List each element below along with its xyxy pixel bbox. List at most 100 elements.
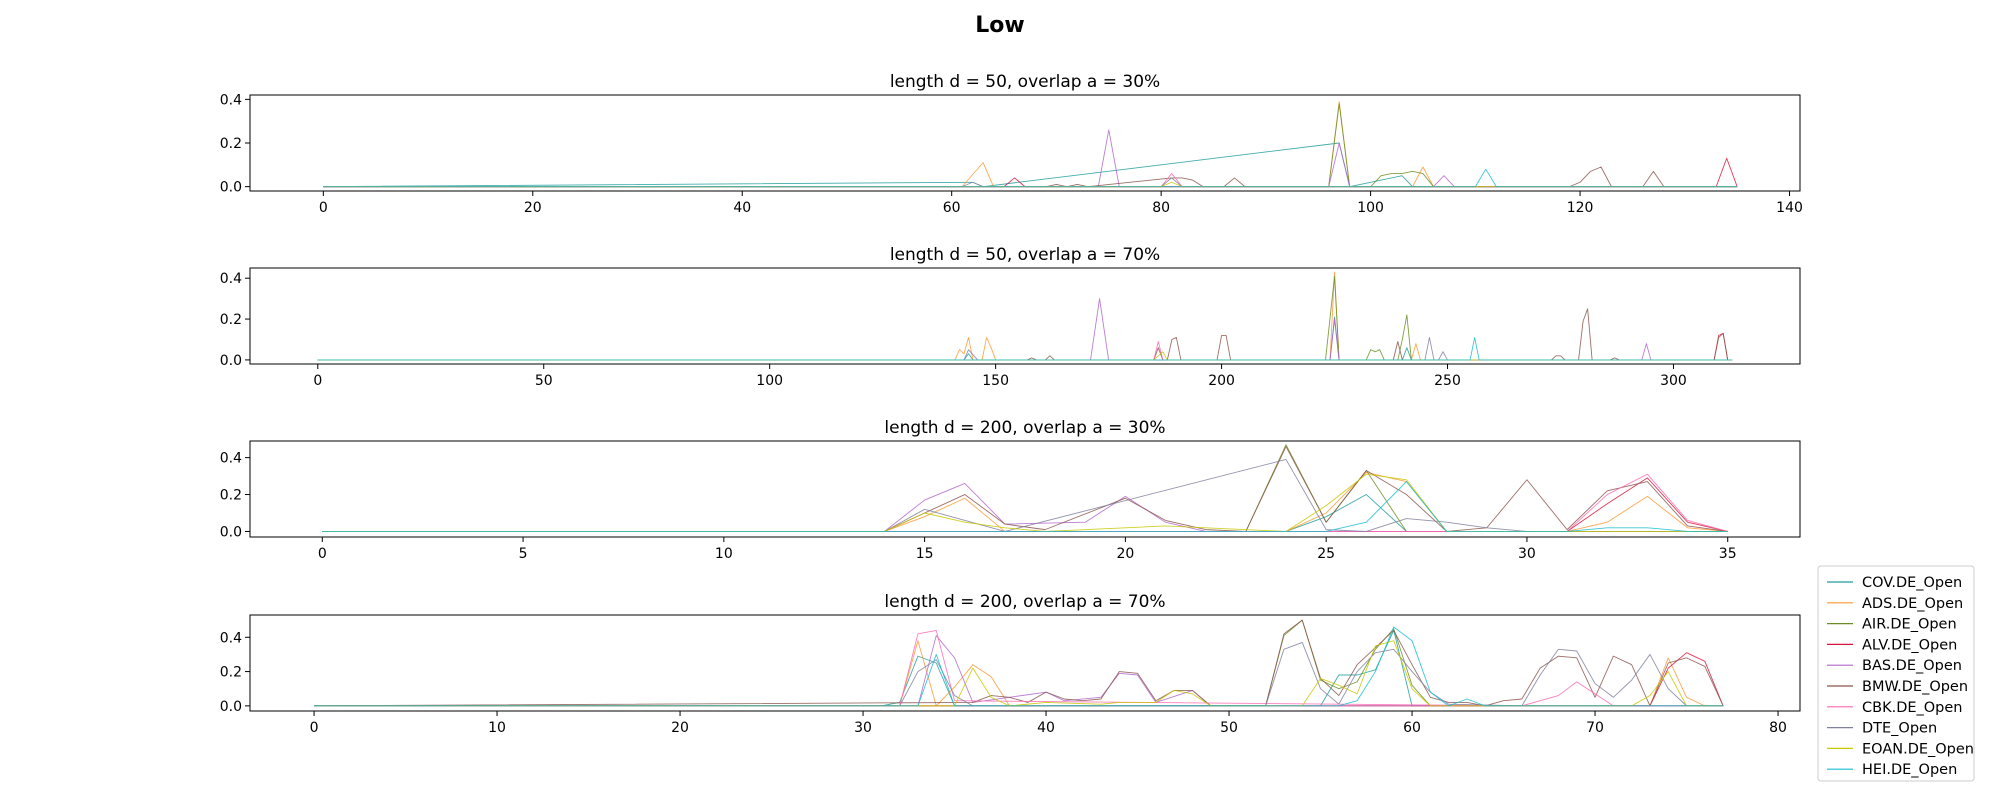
legend-label: DTE_Open bbox=[1862, 721, 1937, 737]
series-group bbox=[317, 271, 1733, 361]
y-tick-label: 0.0 bbox=[220, 699, 242, 715]
y-tick-label: 0.2 bbox=[220, 136, 242, 152]
x-tick-label: 60 bbox=[1403, 720, 1421, 736]
y-tick-label: 0.4 bbox=[220, 92, 242, 108]
y-tick-label: 0.2 bbox=[220, 488, 242, 504]
x-tick-label: 100 bbox=[1357, 200, 1384, 216]
x-tick-label: 60 bbox=[943, 200, 961, 216]
x-tick-label: 50 bbox=[535, 373, 553, 389]
x-tick-label: 10 bbox=[488, 720, 506, 736]
series-line-ads-de-open bbox=[322, 471, 1728, 532]
legend-item: AIR.DE_Open bbox=[1827, 617, 1957, 633]
x-tick-label: 250 bbox=[1434, 373, 1461, 389]
subplot-title: length d = 200, overlap a = 70% bbox=[884, 592, 1165, 612]
y-tick-label: 0.0 bbox=[220, 524, 242, 540]
legend-label: EOAN.DE_Open bbox=[1862, 741, 1974, 757]
x-tick-label: 0 bbox=[310, 720, 319, 736]
x-tick-label: 40 bbox=[733, 200, 751, 216]
subplot-4: length d = 200, overlap a = 70% 0 10 20 30 40… bbox=[220, 592, 1801, 736]
legend-label: CBK.DE_Open bbox=[1862, 700, 1963, 716]
legend: COV.DE_Open ADS.DE_Open AIR.DE_Open ALV.DE_… bbox=[1817, 565, 1975, 782]
x-tick-label: 80 bbox=[1152, 200, 1170, 216]
series-group bbox=[314, 619, 1724, 707]
x-tick-label: 140 bbox=[1776, 200, 1803, 216]
series-line-cov-de-open bbox=[317, 316, 1733, 361]
x-tick-label: 10 bbox=[715, 546, 733, 562]
x-tick-label: 20 bbox=[524, 200, 542, 216]
figure-title: Low bbox=[975, 13, 1024, 38]
subplot-2: length d = 50, overlap a = 70% 0 50 100 150 2… bbox=[220, 245, 1801, 389]
legend-item: BAS.DE_Open bbox=[1827, 658, 1962, 674]
legend-item: ALV.DE_Open bbox=[1827, 637, 1957, 653]
x-tick-label: 80 bbox=[1769, 720, 1787, 736]
x-tick-label: 0 bbox=[313, 373, 322, 389]
series-line-ads-de-open bbox=[323, 101, 1738, 188]
series-group bbox=[322, 444, 1728, 532]
series-line-bmw-de-open bbox=[322, 446, 1728, 532]
x-tick-label: 30 bbox=[1518, 546, 1536, 562]
series-line-bmw-de-open bbox=[314, 619, 1724, 707]
axes-frame bbox=[249, 614, 1801, 712]
x-tick-label: 50 bbox=[1220, 720, 1238, 736]
series-line-bas-de-open bbox=[317, 298, 1733, 361]
y-tick-label: 0.2 bbox=[220, 665, 242, 681]
x-tick-label: 70 bbox=[1586, 720, 1604, 736]
legend-label: BMW.DE_Open bbox=[1862, 679, 1968, 695]
legend-label: COV.DE_Open bbox=[1862, 575, 1962, 591]
x-tick-label: 20 bbox=[1116, 546, 1134, 562]
series-line-hei-de-open bbox=[314, 626, 1724, 707]
series-line-hei-de-open bbox=[322, 481, 1728, 532]
x-tick-label: 200 bbox=[1208, 373, 1235, 389]
legend-label: ADS.DE_Open bbox=[1862, 596, 1963, 612]
series-line-eoan-de-open bbox=[322, 473, 1728, 532]
axes-frame bbox=[249, 440, 1801, 538]
series-line-dte-open bbox=[322, 459, 1728, 532]
y-tick-label: 0.0 bbox=[220, 353, 242, 369]
subplot-title: length d = 50, overlap a = 30% bbox=[890, 72, 1160, 92]
legend-item: ADS.DE_Open bbox=[1827, 596, 1963, 612]
y-tick-label: 0.2 bbox=[220, 312, 242, 328]
legend-item: COV.DE_Open bbox=[1827, 575, 1962, 591]
x-tick-label: 0 bbox=[318, 546, 327, 562]
series-line-bas-de-open bbox=[314, 635, 1724, 707]
subplot-title: length d = 50, overlap a = 70% bbox=[890, 245, 1160, 265]
subplot-title: length d = 200, overlap a = 30% bbox=[884, 418, 1165, 438]
x-tick-label: 25 bbox=[1317, 546, 1335, 562]
legend-label: ALV.DE_Open bbox=[1862, 637, 1957, 653]
legend-box bbox=[1817, 565, 1975, 782]
legend-item: EOAN.DE_Open bbox=[1827, 741, 1974, 757]
x-tick-label: 0 bbox=[319, 200, 328, 216]
series-group bbox=[323, 101, 1738, 188]
legend-label: BAS.DE_Open bbox=[1862, 658, 1962, 674]
x-tick-label: 15 bbox=[916, 546, 934, 562]
subplot-1: length d = 50, overlap a = 30% 0 20 40 60 80 1… bbox=[220, 72, 1803, 216]
x-tick-label: 20 bbox=[671, 720, 689, 736]
x-tick-label: 35 bbox=[1719, 546, 1737, 562]
x-tick-label: 120 bbox=[1567, 200, 1594, 216]
series-line-dte-open bbox=[314, 641, 1724, 707]
x-tick-label: 30 bbox=[854, 720, 872, 736]
legend-item: DTE_Open bbox=[1827, 721, 1937, 737]
y-tick-label: 0.4 bbox=[220, 271, 242, 287]
y-tick-label: 0.4 bbox=[220, 451, 242, 467]
subplot-3: length d = 200, overlap a = 30% 0 5 10 15 20 2… bbox=[220, 418, 1801, 562]
legend-item: BMW.DE_Open bbox=[1827, 679, 1968, 695]
x-tick-label: 40 bbox=[1037, 720, 1055, 736]
series-line-bas-de-open bbox=[323, 129, 1738, 188]
series-line-dte-open bbox=[317, 337, 1733, 361]
y-tick-label: 0.0 bbox=[220, 180, 242, 196]
panels: length d = 50, overlap a = 30% 0 20 40 60 80 1… bbox=[220, 72, 1803, 736]
x-tick-label: 300 bbox=[1660, 373, 1687, 389]
axes-frame bbox=[249, 267, 1801, 365]
y-tick-label: 0.4 bbox=[220, 630, 242, 646]
x-tick-label: 150 bbox=[982, 373, 1009, 389]
series-line-air-de-open bbox=[317, 275, 1733, 361]
series-line-ads-de-open bbox=[317, 271, 1733, 361]
x-tick-label: 100 bbox=[756, 373, 783, 389]
series-line-hei-de-open bbox=[323, 168, 1738, 188]
x-tick-label: 5 bbox=[519, 546, 528, 562]
series-line-air-de-open bbox=[323, 103, 1738, 188]
series-line-hei-de-open bbox=[317, 337, 1733, 361]
legend-label: AIR.DE_Open bbox=[1862, 617, 1957, 633]
